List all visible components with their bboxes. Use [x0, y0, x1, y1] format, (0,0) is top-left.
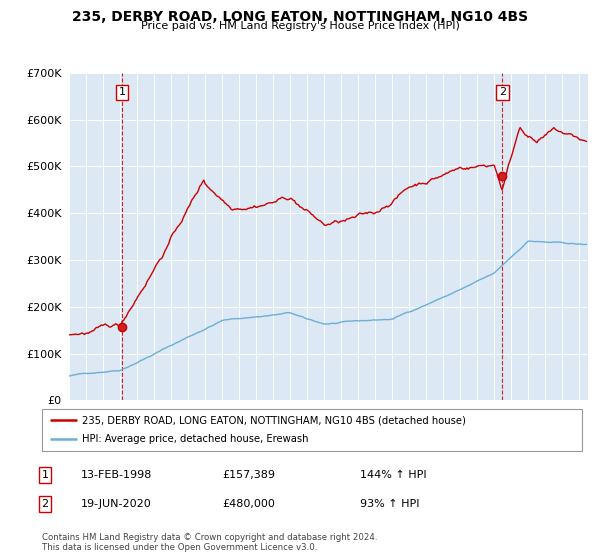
Text: 1: 1: [119, 87, 125, 97]
Text: 13-FEB-1998: 13-FEB-1998: [81, 470, 152, 480]
Text: 235, DERBY ROAD, LONG EATON, NOTTINGHAM, NG10 4BS (detached house): 235, DERBY ROAD, LONG EATON, NOTTINGHAM,…: [83, 415, 466, 425]
Text: 2: 2: [499, 87, 506, 97]
Text: £157,389: £157,389: [222, 470, 275, 480]
Text: £480,000: £480,000: [222, 499, 275, 509]
Text: 235, DERBY ROAD, LONG EATON, NOTTINGHAM, NG10 4BS: 235, DERBY ROAD, LONG EATON, NOTTINGHAM,…: [72, 10, 528, 24]
Text: HPI: Average price, detached house, Erewash: HPI: Average price, detached house, Erew…: [83, 435, 309, 445]
Text: Contains HM Land Registry data © Crown copyright and database right 2024.: Contains HM Land Registry data © Crown c…: [42, 533, 377, 542]
Text: 1: 1: [41, 470, 49, 480]
Text: This data is licensed under the Open Government Licence v3.0.: This data is licensed under the Open Gov…: [42, 543, 317, 552]
Text: 2: 2: [41, 499, 49, 509]
Text: Price paid vs. HM Land Registry's House Price Index (HPI): Price paid vs. HM Land Registry's House …: [140, 21, 460, 31]
Text: 19-JUN-2020: 19-JUN-2020: [81, 499, 152, 509]
Text: 144% ↑ HPI: 144% ↑ HPI: [360, 470, 427, 480]
Text: 93% ↑ HPI: 93% ↑ HPI: [360, 499, 419, 509]
